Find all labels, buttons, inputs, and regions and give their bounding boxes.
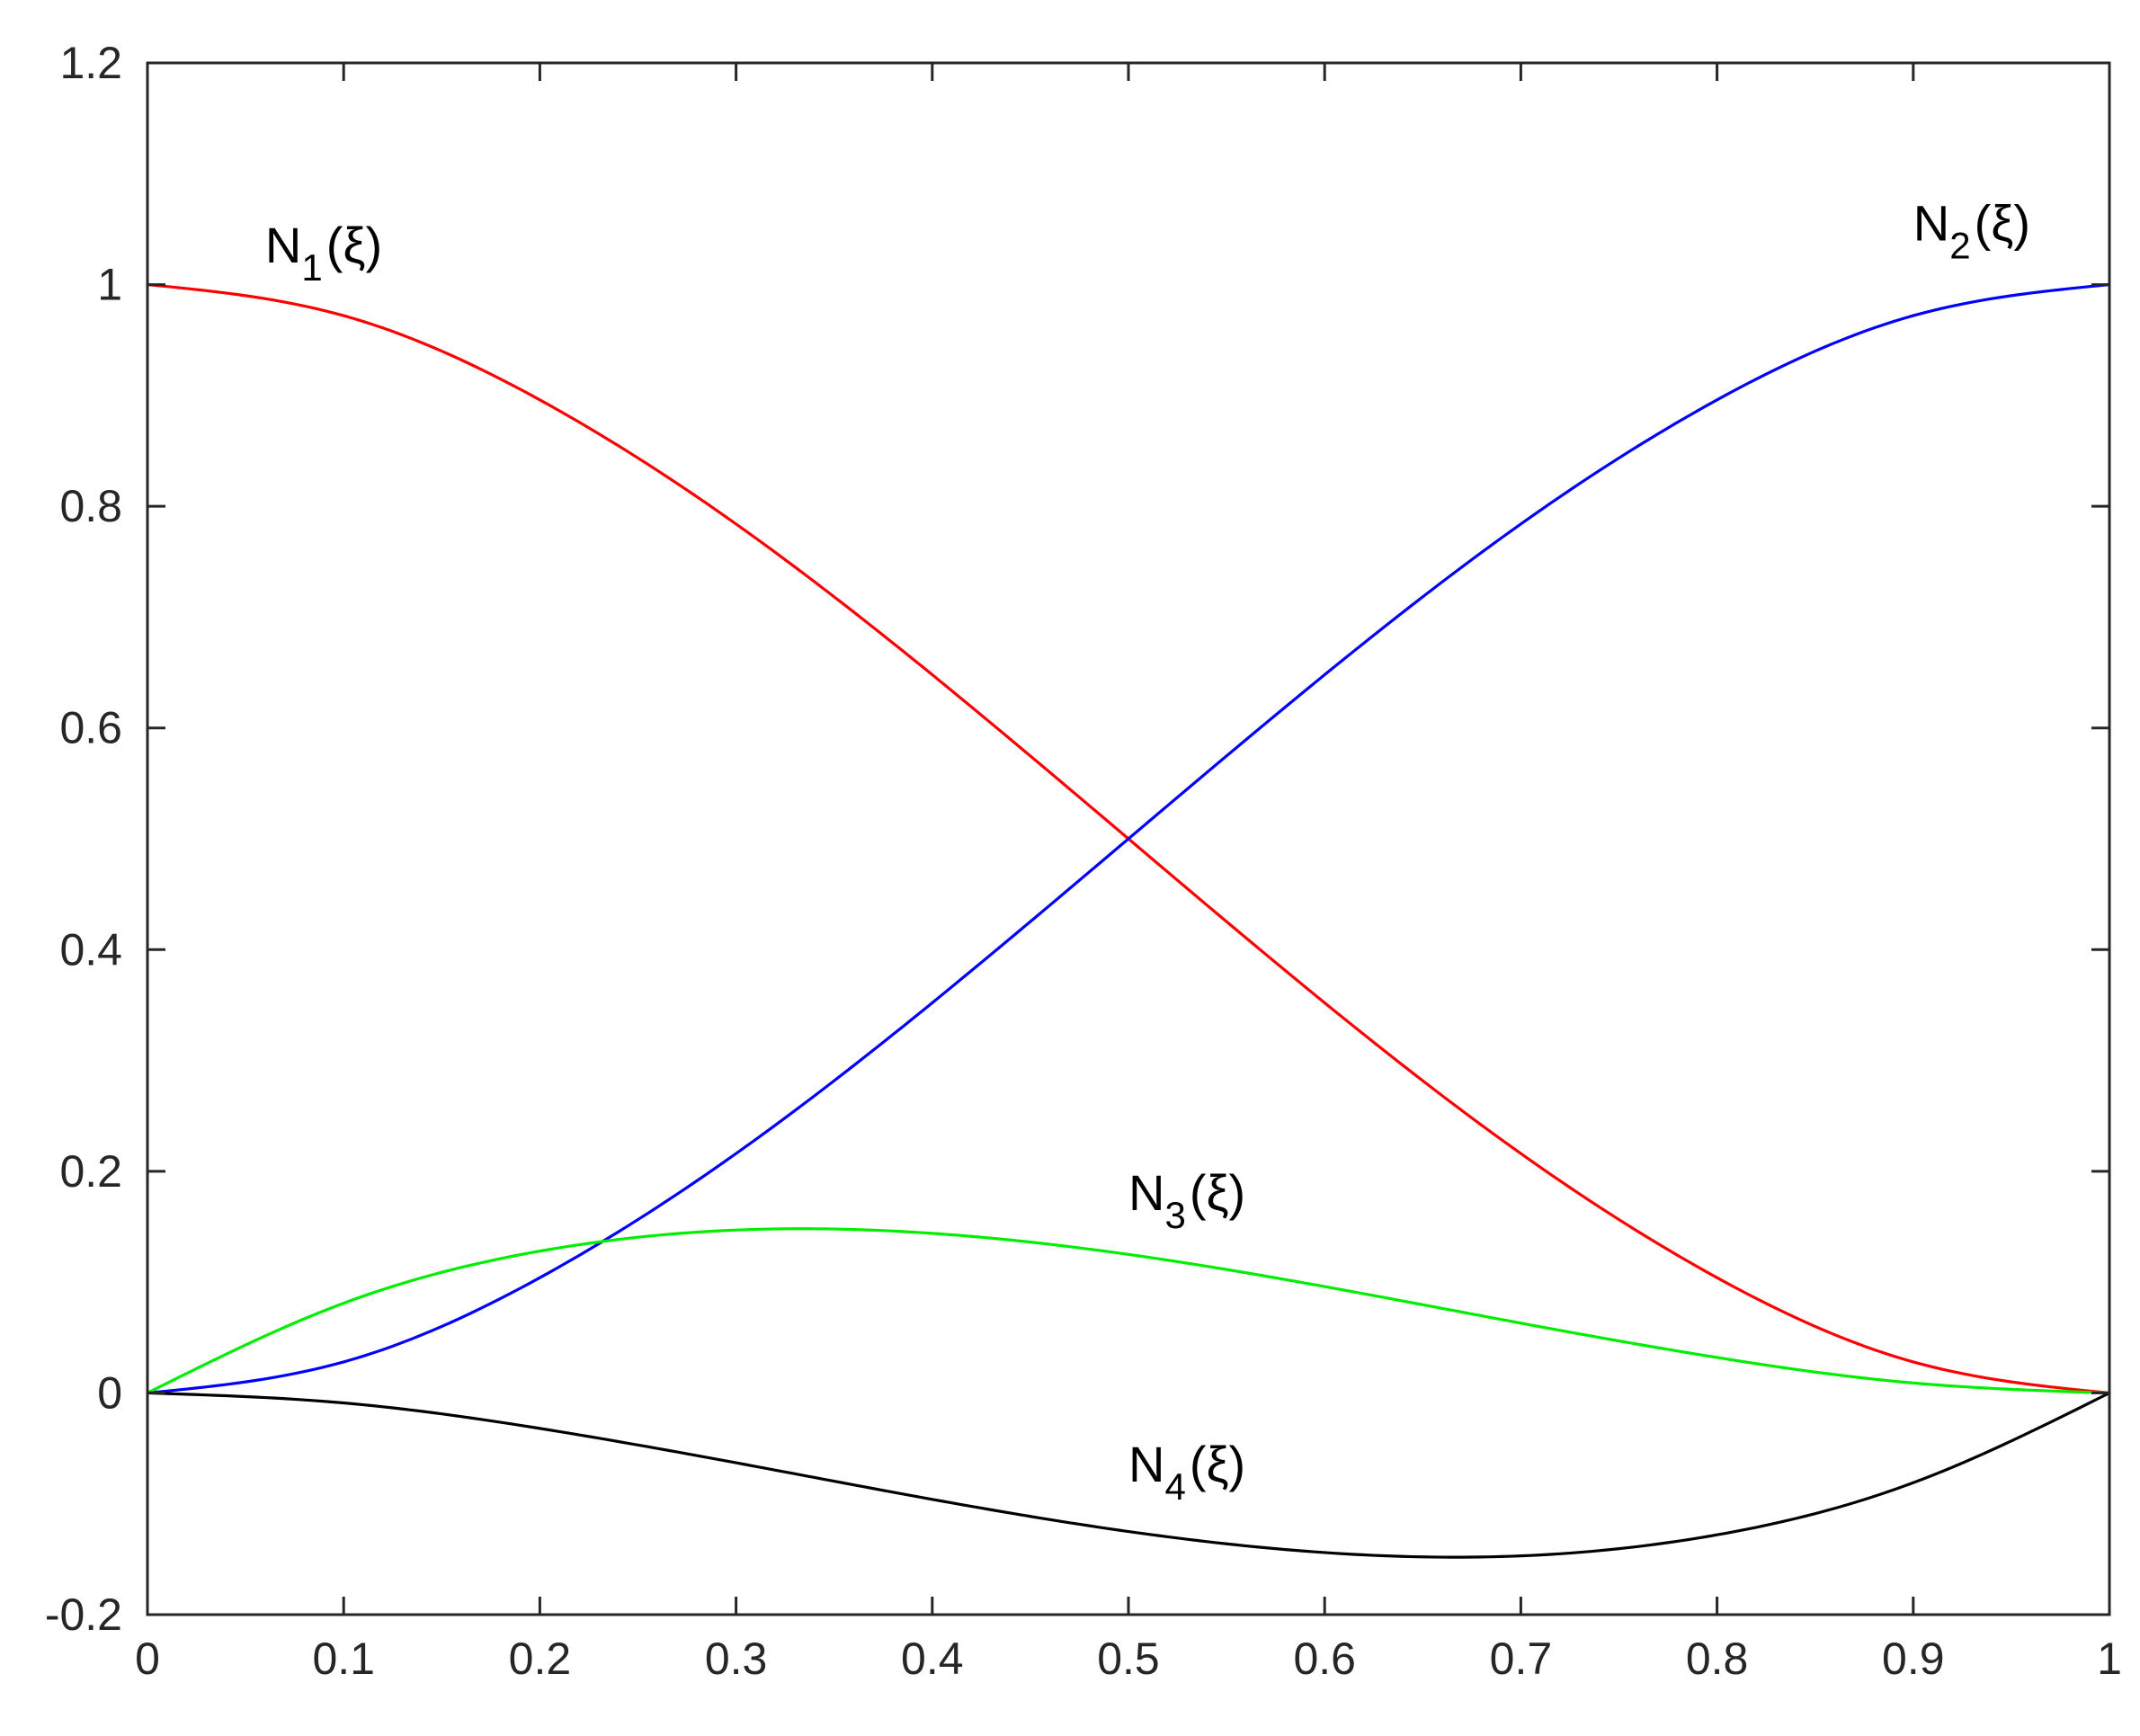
label-argument: (ξ) <box>1190 1164 1245 1221</box>
x-tick-label: 0.8 <box>1686 1634 1749 1684</box>
curve-n2 <box>147 282 2110 1395</box>
y-tick-label: 0.6 <box>59 703 122 753</box>
y-tick-label: 0.2 <box>59 1146 122 1197</box>
label-subscript: 2 <box>1949 224 1970 266</box>
label-main: N <box>265 217 301 273</box>
plot-curves <box>147 282 2110 1559</box>
label-subscript: 3 <box>1164 1194 1185 1236</box>
y-tick-label: 0.4 <box>59 924 122 975</box>
x-tick-label: 1 <box>2097 1634 2122 1684</box>
x-tick-label: 0.1 <box>312 1634 375 1684</box>
y-tick-label: -0.2 <box>45 1589 122 1640</box>
curve-label-n4: N4(ξ) <box>1128 1436 1245 1508</box>
curve-labels: N1(ξ) N2(ξ)N3(ξ)N4(ξ) <box>265 194 2030 1508</box>
y-tick-label: 0.8 <box>59 481 122 531</box>
x-tick-label: 0.9 <box>1882 1634 1945 1684</box>
x-tick-label: 0.2 <box>509 1634 572 1684</box>
label-argument: (ξ) <box>326 217 382 273</box>
x-tick-label: 0.5 <box>1097 1634 1160 1684</box>
x-tick-label: 0.4 <box>901 1634 964 1684</box>
x-tick-label: 0.7 <box>1490 1634 1553 1684</box>
x-tick-label: 0 <box>135 1634 160 1684</box>
label-subscript: 1 <box>301 246 322 289</box>
curve-label-n1: N1(ξ) <box>265 217 382 289</box>
curve-label-n3: N3(ξ) <box>1128 1164 1245 1236</box>
x-tick-label: 0.6 <box>1293 1634 1356 1684</box>
x-tick-label: 0.3 <box>705 1634 768 1684</box>
label-main: N <box>1128 1436 1164 1492</box>
label-main: N <box>1913 194 1949 251</box>
label-argument: (ξ) <box>1190 1436 1245 1492</box>
curve-n3 <box>147 1227 2110 1395</box>
label-subscript: 4 <box>1164 1465 1185 1508</box>
label-main: N <box>1128 1164 1164 1221</box>
y-tick-label: 1.2 <box>59 38 122 88</box>
curve-label-n2: N2(ξ) <box>1913 194 2030 266</box>
y-tick-label: 1 <box>97 260 122 310</box>
label-argument: (ξ) <box>1975 194 2030 251</box>
axis-ticks: 0 0.1 0.2 0.3 0.4 0.5 0.6 0.7 0.8 0.9 1 -0.2 0 0.2 0.4… <box>45 38 2122 1684</box>
y-tick-label: 0 <box>97 1367 122 1418</box>
curve-n4 <box>147 1391 2110 1559</box>
